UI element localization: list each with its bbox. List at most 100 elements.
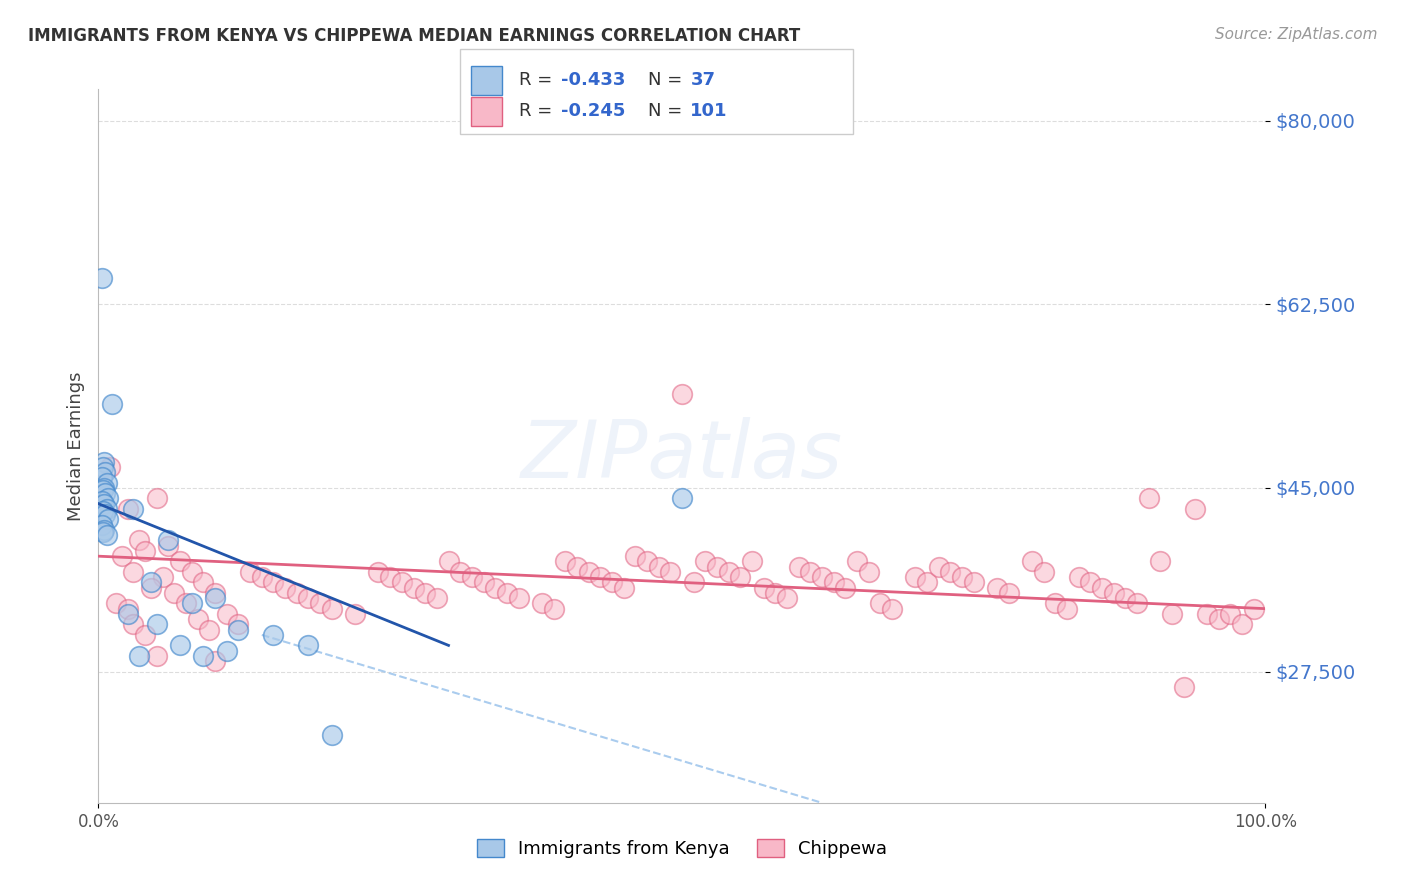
Point — [647, 559, 669, 574]
Point — [915, 575, 938, 590]
Point — [101, 397, 124, 411]
Point — [169, 639, 191, 653]
Point — [997, 586, 1019, 600]
Point — [717, 565, 740, 579]
Text: R =: R = — [519, 71, 558, 89]
Point — [187, 612, 209, 626]
Text: Source: ZipAtlas.com: Source: ZipAtlas.com — [1215, 27, 1378, 42]
Point — [139, 581, 162, 595]
Point — [96, 528, 118, 542]
Point — [1243, 601, 1265, 615]
Point — [146, 648, 169, 663]
Text: -0.245: -0.245 — [561, 103, 626, 120]
Point — [741, 554, 763, 568]
Point — [763, 586, 786, 600]
Point — [391, 575, 413, 590]
Point — [93, 497, 115, 511]
Point — [90, 470, 112, 484]
Point — [880, 601, 903, 615]
Point — [97, 491, 120, 506]
Text: N =: N = — [648, 103, 688, 120]
Point — [787, 559, 810, 574]
Point — [1230, 617, 1253, 632]
Point — [1114, 591, 1136, 606]
Point — [117, 601, 139, 615]
Point — [426, 591, 449, 606]
Point — [146, 491, 169, 506]
Point — [413, 586, 436, 600]
Text: 37: 37 — [690, 71, 716, 89]
Point — [578, 565, 600, 579]
Point — [682, 575, 704, 590]
Point — [962, 575, 984, 590]
Point — [1184, 502, 1206, 516]
Point — [93, 455, 115, 469]
Point — [146, 617, 169, 632]
Point — [1137, 491, 1160, 506]
Point — [93, 481, 115, 495]
Text: ZIPatlas: ZIPatlas — [520, 417, 844, 495]
Point — [904, 570, 927, 584]
Text: N =: N = — [648, 71, 688, 89]
Point — [122, 617, 145, 632]
Point — [180, 596, 202, 610]
Point — [96, 475, 118, 490]
Point — [1126, 596, 1149, 610]
Point — [1091, 581, 1114, 595]
Point — [285, 586, 308, 600]
Point — [93, 523, 115, 537]
Point — [671, 491, 693, 506]
Point — [986, 581, 1008, 595]
Point — [91, 483, 114, 497]
Point — [1102, 586, 1125, 600]
Point — [1067, 570, 1090, 584]
Point — [215, 643, 238, 657]
Point — [96, 502, 118, 516]
Point — [204, 654, 226, 668]
Point — [1045, 596, 1067, 610]
Text: R =: R = — [519, 103, 558, 120]
Point — [589, 570, 612, 584]
Point — [97, 512, 120, 526]
Point — [508, 591, 530, 606]
Point — [262, 628, 284, 642]
Point — [91, 460, 114, 475]
Point — [706, 559, 728, 574]
Point — [1021, 554, 1043, 568]
Point — [215, 607, 238, 621]
Point — [174, 596, 197, 610]
Point — [1149, 554, 1171, 568]
Point — [204, 591, 226, 606]
Point — [565, 559, 588, 574]
Point — [157, 533, 180, 548]
Point — [169, 554, 191, 568]
Point — [250, 570, 273, 584]
Point — [869, 596, 891, 610]
Point — [309, 596, 332, 610]
Point — [1056, 601, 1078, 615]
Point — [600, 575, 623, 590]
Point — [554, 554, 576, 568]
Legend: Immigrants from Kenya, Chippewa: Immigrants from Kenya, Chippewa — [470, 831, 894, 865]
Point — [624, 549, 647, 564]
Point — [1197, 607, 1219, 621]
Point — [472, 575, 495, 590]
Point — [461, 570, 484, 584]
Point — [228, 623, 250, 637]
Point — [239, 565, 262, 579]
Point — [90, 271, 112, 285]
Point — [776, 591, 799, 606]
Point — [659, 565, 682, 579]
Point — [163, 586, 186, 600]
Point — [1032, 565, 1054, 579]
Point — [380, 570, 402, 584]
Point — [204, 586, 226, 600]
Point — [128, 533, 150, 548]
Point — [939, 565, 962, 579]
Point — [636, 554, 658, 568]
Point — [94, 486, 117, 500]
Point — [274, 581, 297, 595]
Point — [104, 596, 127, 610]
Point — [496, 586, 519, 600]
Point — [321, 728, 343, 742]
